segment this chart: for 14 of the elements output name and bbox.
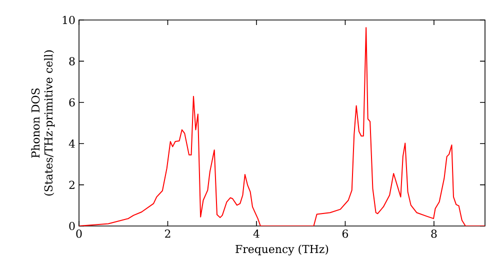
y-axis-title: Phonon DOS (States/THz·primitive cell) bbox=[31, 50, 55, 196]
line-series bbox=[79, 27, 485, 226]
x-tick-label: 0 bbox=[76, 230, 82, 238]
x-axis-title: Frequency (THz) bbox=[236, 244, 328, 256]
y-tick-label: 10 bbox=[62, 16, 75, 24]
y-tick-label: 4 bbox=[68, 140, 75, 148]
y-tick-label: 0 bbox=[69, 222, 75, 230]
x-tick-label: 6 bbox=[342, 230, 348, 238]
y-tick-label: 2 bbox=[69, 180, 74, 189]
x-tick-label: 8 bbox=[431, 230, 437, 238]
y-tick-label: 8 bbox=[69, 57, 75, 66]
x-tick-label: 2 bbox=[165, 230, 170, 238]
y-tick-label: 6 bbox=[69, 98, 75, 107]
x-tick-label: 4 bbox=[253, 230, 260, 238]
